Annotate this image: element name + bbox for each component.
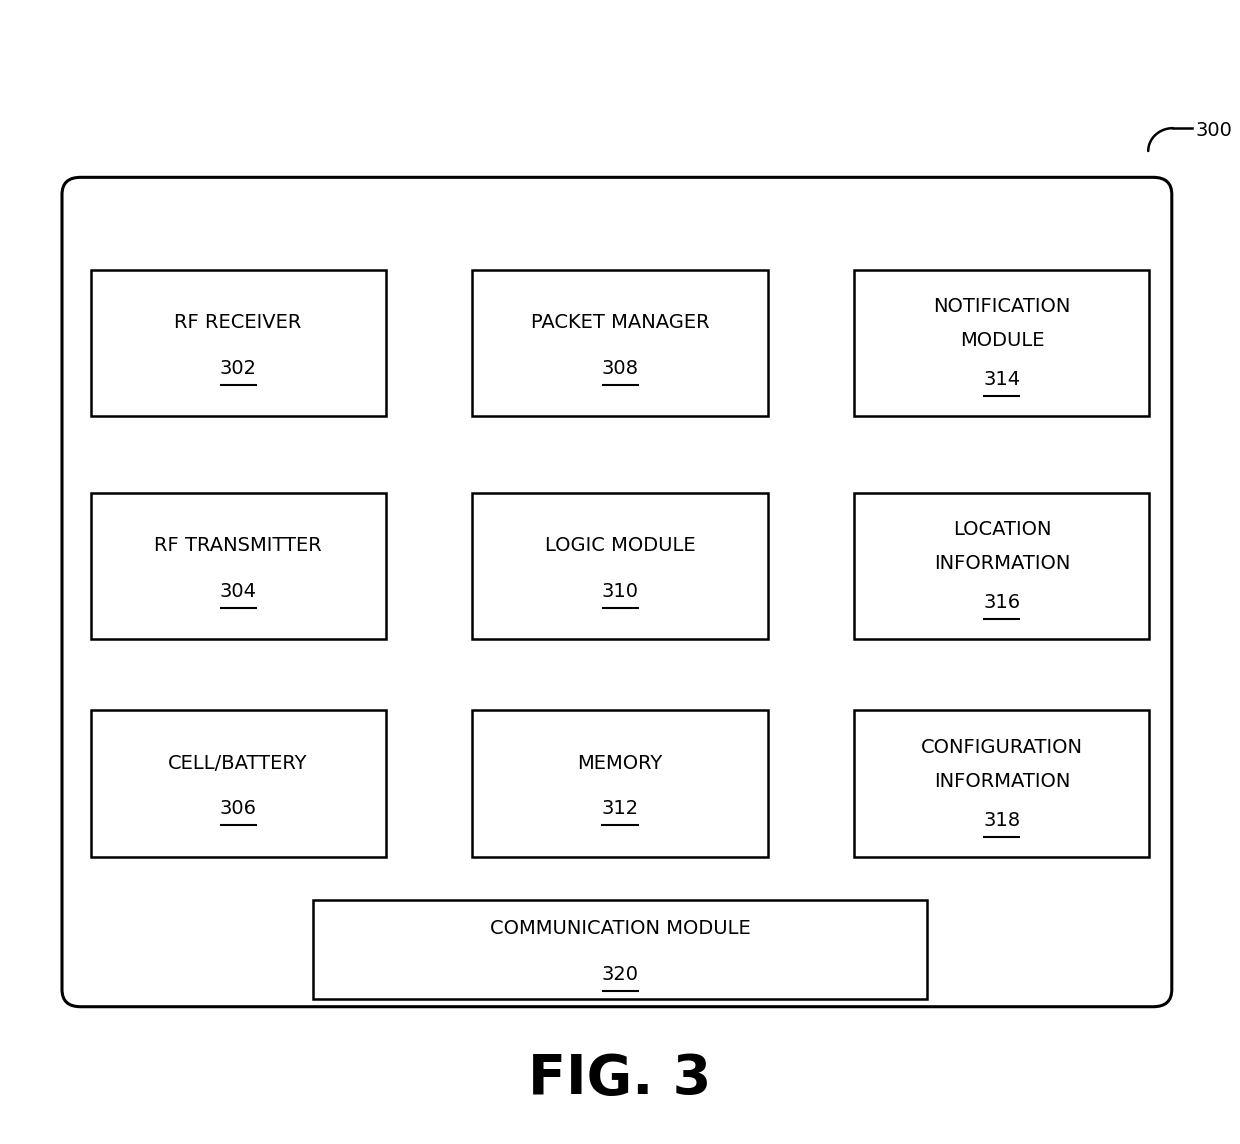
Text: 320: 320 — [601, 966, 639, 984]
Text: LOGIC MODULE: LOGIC MODULE — [544, 537, 696, 555]
Text: MEMORY: MEMORY — [578, 754, 662, 772]
Text: RF RECEIVER: RF RECEIVER — [175, 313, 301, 332]
Text: CONFIGURATION: CONFIGURATION — [921, 738, 1083, 756]
Text: 300: 300 — [1195, 121, 1233, 140]
Text: CELL/BATTERY: CELL/BATTERY — [169, 754, 308, 772]
FancyBboxPatch shape — [854, 270, 1149, 416]
Text: LOCATION: LOCATION — [952, 521, 1052, 539]
Text: PACKET MANAGER: PACKET MANAGER — [531, 313, 709, 332]
Text: 316: 316 — [983, 594, 1021, 612]
FancyBboxPatch shape — [472, 493, 768, 639]
FancyBboxPatch shape — [91, 270, 386, 416]
FancyBboxPatch shape — [62, 177, 1172, 1007]
Text: FIG. 3: FIG. 3 — [528, 1051, 712, 1106]
Text: INFORMATION: INFORMATION — [934, 555, 1070, 573]
FancyBboxPatch shape — [91, 710, 386, 857]
Text: 312: 312 — [601, 800, 639, 818]
Text: 314: 314 — [983, 371, 1021, 389]
FancyBboxPatch shape — [854, 710, 1149, 857]
Text: INFORMATION: INFORMATION — [934, 772, 1070, 791]
FancyBboxPatch shape — [472, 270, 768, 416]
Text: 308: 308 — [601, 359, 639, 378]
FancyBboxPatch shape — [854, 493, 1149, 639]
Text: MODULE: MODULE — [960, 332, 1044, 350]
FancyBboxPatch shape — [472, 710, 768, 857]
Text: 318: 318 — [983, 811, 1021, 829]
Text: NOTIFICATION: NOTIFICATION — [934, 297, 1070, 316]
FancyBboxPatch shape — [91, 493, 386, 639]
Text: 306: 306 — [219, 800, 257, 818]
Text: RF TRANSMITTER: RF TRANSMITTER — [154, 537, 322, 555]
Text: 310: 310 — [601, 582, 639, 601]
FancyBboxPatch shape — [312, 900, 928, 999]
Text: COMMUNICATION MODULE: COMMUNICATION MODULE — [490, 920, 750, 938]
Text: 304: 304 — [219, 582, 257, 601]
Text: 302: 302 — [219, 359, 257, 378]
